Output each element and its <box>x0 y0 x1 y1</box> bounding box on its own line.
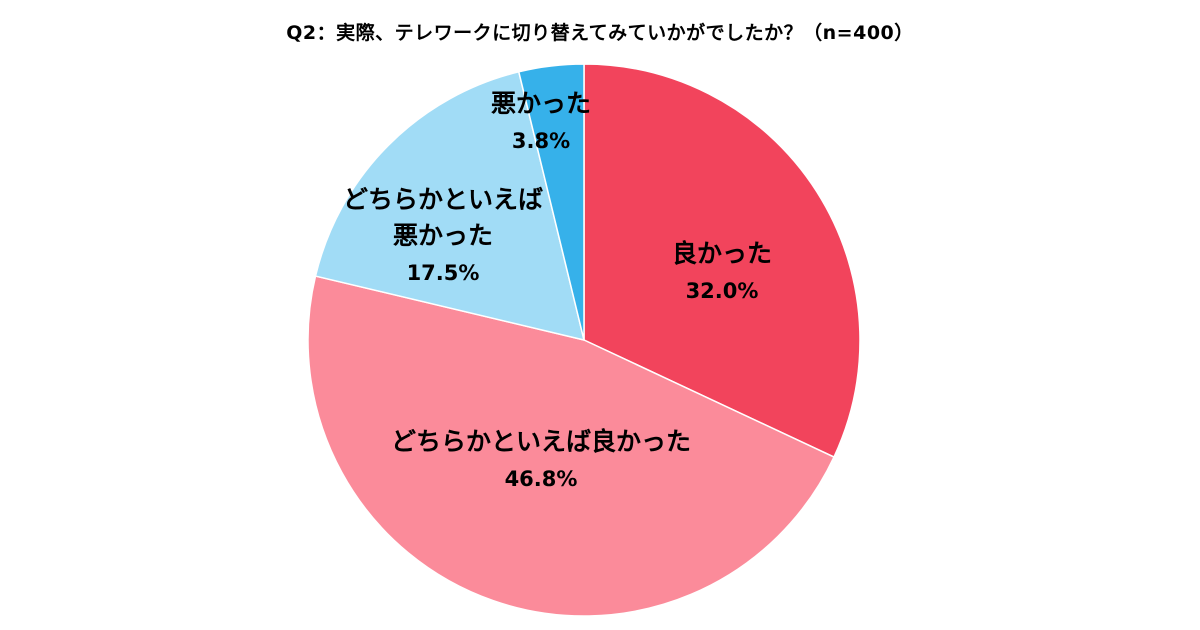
pie-slices <box>307 63 861 617</box>
pie-slice-4 <box>517 63 585 341</box>
slice-label-2: どちらかといえば良かった <box>391 427 691 456</box>
pie-slice-1 <box>583 63 861 459</box>
slice-value-3: 17.5% <box>407 261 480 285</box>
slice-label-3-line-2: 悪かった <box>393 221 493 250</box>
slice-value-4: 3.8% <box>512 129 570 153</box>
slice-value-1: 32.0% <box>686 279 759 303</box>
slice-label-3-line-1: どちらかといえば <box>343 185 543 214</box>
slice-label-4: 悪かった <box>491 89 591 118</box>
chart-title: Q2：実際、テレワークに切り替えてみていかがでしたか？（n=400） <box>286 22 914 44</box>
pie-slice-3 <box>314 70 586 342</box>
pie-labels: 良かった32.0%どちらかといえば良かった46.8%どちらかといえば悪かった17… <box>343 89 772 491</box>
pie-slice-2 <box>307 275 835 617</box>
slice-label-1: 良かった <box>672 239 772 268</box>
slice-value-2: 46.8% <box>505 467 578 491</box>
